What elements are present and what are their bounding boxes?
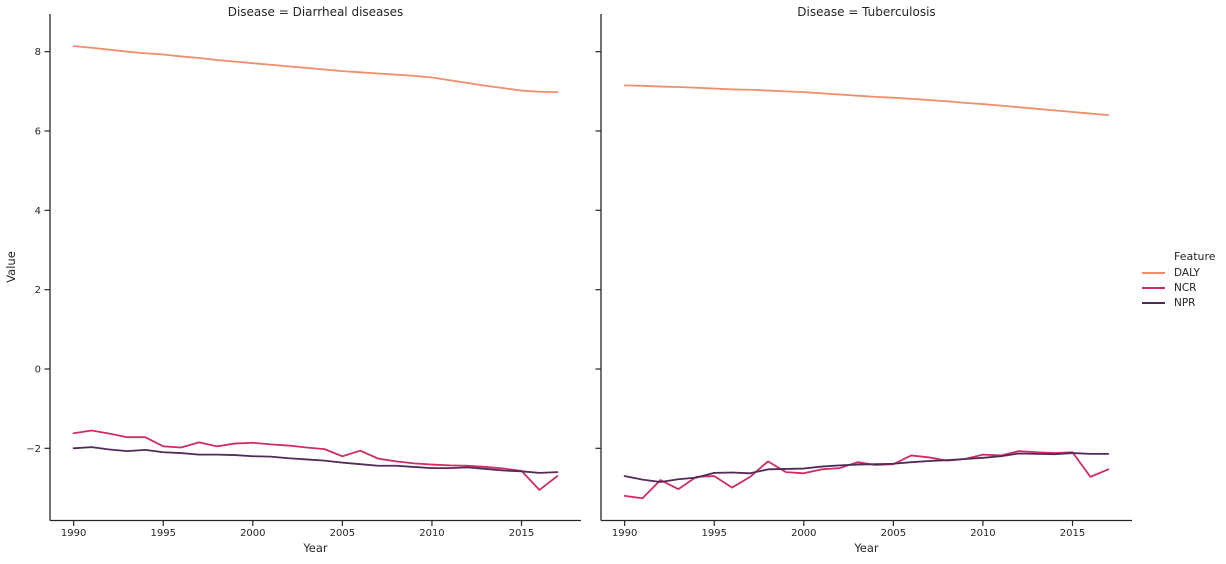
legend-items: DALY NCR NPR [1142, 265, 1216, 311]
x-tick-label: 1990 [612, 528, 637, 539]
x-tick-label: 2015 [509, 528, 534, 539]
y-tick-label: 4 [35, 206, 41, 217]
legend-swatch-NPR [1142, 302, 1165, 305]
y-tick-label: 2 [35, 285, 41, 296]
line-DALY-panel-0 [72, 45, 559, 94]
y-tick-label: 6 [35, 127, 41, 138]
x-axis-label-left: Year [303, 541, 328, 555]
legend: Feature DALY NCR NPR [1142, 249, 1216, 311]
y-tick-label: −2 [26, 444, 41, 455]
x-tick-label: 1995 [150, 528, 175, 539]
line-DALY-panel-1 [623, 84, 1110, 117]
y-tick-label: 8 [35, 47, 41, 58]
x-tick-label: 2005 [881, 528, 906, 539]
y-tick-label: 0 [35, 364, 41, 375]
legend-swatch-NCR [1142, 287, 1165, 290]
facet-title-diarrheal-diseases: Disease = Diarrheal diseases [227, 5, 404, 19]
facet-title-tuberculosis: Disease = Tuberculosis [797, 5, 936, 19]
x-tick-label: 2015 [1060, 528, 1085, 539]
legend-entry-NCR: NCR [1142, 280, 1216, 295]
x-axis-label-right: Year [854, 541, 879, 555]
x-tick-label: 2000 [791, 528, 816, 539]
line-NCR-panel-1 [623, 450, 1110, 500]
x-tick-label: 2010 [970, 528, 995, 539]
line-NPR-panel-1 [623, 452, 1110, 483]
x-tick-label: 1990 [61, 528, 86, 539]
legend-label-NPR: NPR [1174, 297, 1196, 310]
legend-title: Feature [1174, 250, 1216, 263]
y-axis-label: Value [4, 251, 18, 283]
x-tick-label: 1995 [701, 528, 726, 539]
legend-entry-DALY: DALY [1142, 265, 1216, 280]
legend-label-DALY: DALY [1174, 266, 1200, 279]
legend-swatch-DALY [1142, 271, 1165, 274]
legend-label-NCR: NCR [1174, 282, 1197, 295]
x-tick-label: 2000 [240, 528, 265, 539]
x-tick-label: 2005 [330, 528, 355, 539]
x-tick-label: 2010 [419, 528, 444, 539]
line-NPR-panel-0 [72, 446, 559, 474]
line-NCR-panel-0 [72, 429, 559, 491]
legend-entry-NPR: NPR [1142, 296, 1216, 311]
